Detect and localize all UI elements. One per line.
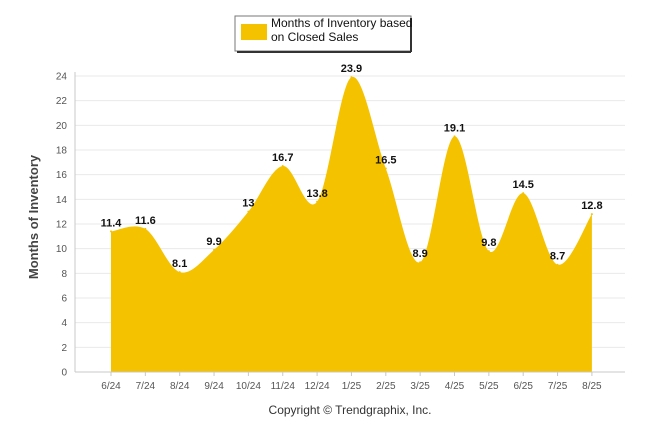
data-point: [110, 230, 112, 233]
data-point: [556, 263, 559, 266]
area-series-months-of-inventory: [111, 76, 592, 372]
x-tick-label: 2/25: [376, 381, 396, 392]
data-label: 8.9: [413, 248, 428, 260]
data-point: [487, 250, 490, 253]
data-point: [316, 200, 319, 203]
data-label: 23.9: [341, 63, 362, 75]
x-tick-label: 4/25: [445, 381, 465, 392]
x-tick-label: 12/24: [305, 381, 330, 392]
y-tick-label: 10: [56, 244, 68, 255]
data-point: [590, 213, 593, 216]
y-tick-label: 2: [61, 343, 67, 354]
x-tick-label: 9/24: [204, 381, 224, 392]
y-tick-label: 14: [56, 195, 68, 206]
y-tick-label: 0: [61, 368, 67, 379]
y-tick-label: 12: [56, 220, 68, 231]
plot-area: [110, 76, 593, 372]
copyright-text: Copyright © Trendgraphix, Inc.: [269, 403, 432, 417]
x-tick-label: 10/24: [236, 381, 261, 392]
legend-swatch: [241, 24, 267, 40]
data-label: 16.5: [375, 155, 396, 167]
y-tick-label: 24: [56, 72, 68, 83]
data-point: [178, 271, 181, 274]
x-tick-label: 1/25: [342, 381, 362, 392]
data-label: 9.9: [206, 236, 221, 248]
data-point: [522, 192, 525, 195]
x-tick-label: 6/25: [513, 381, 533, 392]
data-point: [144, 227, 147, 230]
data-label: 8.7: [550, 251, 565, 263]
legend: Months of Inventory based on Closed Sale…: [234, 15, 412, 53]
x-axis: 6/24 7/24 8/24 9/24 10/24 11/24 12/24 1/25 2/25 3…: [75, 371, 625, 392]
x-tick-label: 8/24: [170, 381, 190, 392]
data-label: 14.5: [512, 179, 533, 191]
x-tick-label: 11/24: [271, 381, 296, 392]
data-label: 12.8: [581, 200, 602, 212]
y-tick-label: 20: [56, 121, 68, 132]
y-tick-label: 6: [61, 294, 67, 305]
x-tick-label: 5/25: [479, 381, 499, 392]
data-label: 19.1: [444, 122, 465, 134]
data-label: 11.4: [101, 217, 123, 229]
data-label: 13: [242, 198, 254, 210]
y-axis-title: Months of Inventory: [26, 154, 41, 279]
y-tick-label: 18: [56, 146, 68, 157]
y-tick-label: 8: [61, 269, 67, 280]
legend-label-line1: Months of Inventory based: [271, 16, 412, 30]
data-label: 9.8: [481, 237, 496, 249]
legend-label-line2: on Closed Sales: [271, 30, 358, 44]
x-tick-label: 3/25: [410, 381, 430, 392]
x-tick-label: 7/25: [548, 381, 568, 392]
data-label: 16.7: [272, 152, 293, 164]
data-point: [247, 210, 250, 213]
x-tick-label: 8/25: [582, 381, 602, 392]
data-labels: 11.4 11.6 8.1 9.9 13 16.7 13.8 23.9 16.5 8.9 19.1 9…: [101, 63, 603, 270]
x-tick-label: 7/24: [136, 381, 156, 392]
data-point: [350, 76, 353, 79]
data-point: [281, 165, 284, 168]
data-label: 8.1: [172, 258, 187, 270]
data-point: [213, 248, 216, 251]
data-point: [384, 167, 387, 170]
x-tick-label: 6/24: [101, 381, 121, 392]
data-label: 13.8: [306, 188, 327, 200]
data-point: [419, 261, 422, 264]
y-tick-label: 22: [56, 96, 68, 107]
data-point: [453, 135, 456, 138]
y-tick-label: 4: [61, 318, 67, 329]
data-label: 11.6: [135, 215, 156, 227]
y-tick-label: 16: [56, 170, 68, 181]
